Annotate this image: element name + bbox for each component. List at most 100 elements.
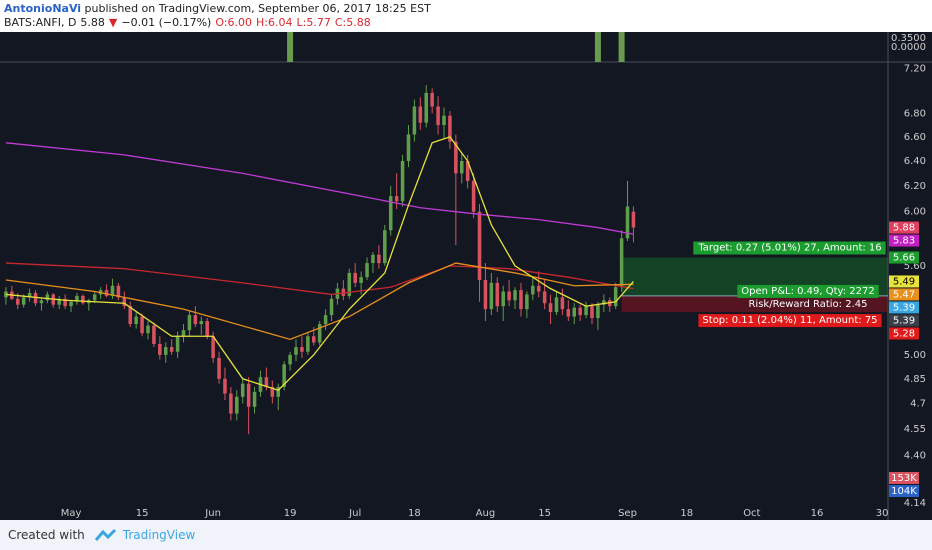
price-label: 5.49 <box>893 276 915 287</box>
candle-body <box>436 106 440 126</box>
candle-body <box>33 292 38 304</box>
candle-body <box>631 211 636 228</box>
candle-body <box>465 161 470 181</box>
high: H:6.04 <box>256 16 293 29</box>
candle-body <box>341 288 346 296</box>
candle-body <box>383 230 387 264</box>
chart-bg <box>0 32 932 520</box>
volume-label: 104K <box>891 486 917 497</box>
indicator-signal <box>594 32 601 62</box>
open: O:6.00 <box>215 16 253 29</box>
volume-label-box <box>889 472 919 484</box>
candle-body <box>566 309 571 317</box>
low: L:5.77 <box>296 16 331 29</box>
indicator-tick-label: 0.0000 <box>891 42 926 53</box>
candle-body <box>477 211 482 281</box>
y-tick-label: 4.40 <box>904 450 926 461</box>
y-tick-label: 4.7 <box>910 398 926 409</box>
candle-body <box>625 206 630 239</box>
moving-average <box>5 262 634 341</box>
y-tick-label: 7.20 <box>904 64 926 75</box>
candle-body <box>306 336 310 352</box>
candle-body <box>353 272 357 283</box>
price-label-box <box>889 234 919 247</box>
price-label: 5.66 <box>893 253 915 264</box>
candle-body <box>519 290 523 310</box>
x-tick-label: May <box>61 508 82 519</box>
candle-body <box>424 92 429 123</box>
candle-body <box>128 306 133 325</box>
target-label-box <box>693 241 886 255</box>
brand[interactable]: TradingView <box>122 528 196 542</box>
candle-body <box>430 92 434 107</box>
arrow: ▼ <box>108 16 118 29</box>
price-label-box <box>889 301 919 314</box>
candle-body <box>471 180 476 212</box>
candle-body <box>311 336 316 343</box>
candle-body <box>584 306 588 316</box>
candle-body <box>163 347 168 355</box>
candle-body <box>406 134 411 162</box>
candle-body <box>459 161 464 174</box>
moving-average <box>5 136 634 391</box>
price-label-box <box>889 288 919 301</box>
footer: Created with TradingView <box>0 520 932 550</box>
candle-body <box>448 115 452 142</box>
candle-body <box>288 354 292 365</box>
y-tick-label: 6.00 <box>904 207 926 218</box>
candle-body <box>542 291 547 304</box>
x-tick-label: Aug <box>476 508 496 519</box>
logo <box>94 528 116 541</box>
candle-body <box>57 298 61 305</box>
candle-body <box>418 106 423 123</box>
candle-body <box>300 347 304 352</box>
candle-body <box>507 291 511 301</box>
y-tick-label: 4.85 <box>904 374 926 385</box>
candle-body <box>223 378 227 394</box>
candle-body <box>217 358 221 379</box>
price-label: 5.88 <box>893 223 915 234</box>
stop-zone <box>621 295 888 313</box>
indicator-signal <box>287 32 294 62</box>
volume-label: 153K <box>891 473 917 484</box>
last: 5.88 <box>80 16 105 29</box>
candle-body <box>619 238 624 288</box>
candle-body <box>483 280 488 310</box>
candle-body <box>158 343 162 355</box>
candle-body <box>513 290 517 301</box>
candle-body <box>69 301 73 307</box>
x-tick-label: 18 <box>408 508 421 519</box>
x-tick-label: 15 <box>538 508 551 519</box>
candle-body <box>531 285 535 295</box>
volume-label-box <box>889 485 919 497</box>
x-tick-label: Jun <box>204 508 221 519</box>
price-label: 5.39 <box>893 302 915 313</box>
candle-body <box>388 196 393 231</box>
candle-body <box>15 298 20 305</box>
candle-body <box>578 307 582 316</box>
symbol: BATS:ANFI, D <box>4 16 77 29</box>
candle-body <box>394 196 399 202</box>
candle-body <box>501 291 505 307</box>
candle-body <box>199 321 204 325</box>
y-tick-label: 6.80 <box>904 108 926 119</box>
y-tick-label: 5.60 <box>904 261 926 272</box>
author[interactable]: AntonioNaVi <box>4 2 82 15</box>
candle-body <box>63 298 67 307</box>
candle-body <box>294 347 298 355</box>
candle-body <box>560 297 565 310</box>
price-label: 5.83 <box>893 236 915 247</box>
candle-body <box>442 115 446 126</box>
candle-body <box>116 285 121 298</box>
candle-body <box>489 282 494 310</box>
moving-average <box>5 142 634 235</box>
stop-label: Stop: 0.11 (2.04%) 11, Amount: 75 <box>702 315 877 326</box>
candle-body <box>596 304 600 319</box>
candle-body <box>235 396 239 414</box>
price-label-box <box>889 327 919 340</box>
x-tick-label: Sep <box>618 508 637 519</box>
price-label: 5.47 <box>893 289 915 300</box>
candle-body <box>264 377 269 387</box>
candle-body <box>602 300 606 305</box>
